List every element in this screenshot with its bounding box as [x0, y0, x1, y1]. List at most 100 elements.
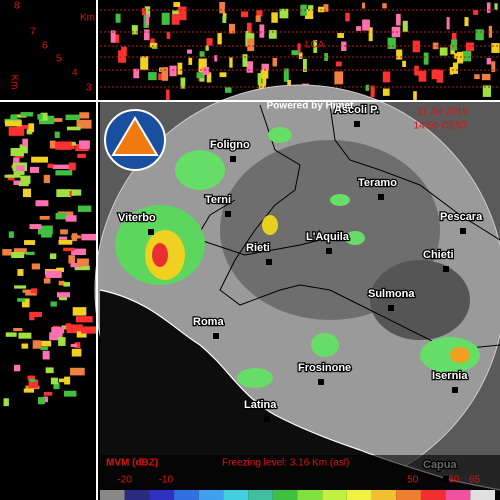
echo: [370, 85, 375, 98]
echo: [337, 33, 345, 38]
echo: [31, 311, 42, 318]
echo: [58, 337, 66, 346]
echo: [454, 53, 458, 59]
colorbar-swatch: [248, 490, 273, 500]
echo: [287, 79, 291, 89]
echo: [474, 74, 480, 80]
date: 11 Jul 2015: [417, 107, 468, 118]
echo: [161, 12, 170, 25]
storm: [330, 194, 350, 206]
echo: [148, 72, 157, 81]
echo: [65, 215, 77, 222]
echo: [76, 258, 89, 267]
city-marker: [388, 305, 394, 311]
echo: [71, 189, 82, 196]
colorbar-swatch: [174, 490, 199, 500]
echo: [219, 2, 225, 14]
echo: [391, 26, 401, 38]
echo: [81, 326, 97, 334]
echo: [65, 114, 80, 121]
km-label: Km: [80, 13, 95, 24]
echo: [14, 285, 27, 289]
lca-label: LCA: [305, 40, 325, 51]
colorbar-swatch: [445, 490, 471, 500]
echo: [324, 53, 328, 61]
city-marker: [452, 387, 458, 393]
city-marker: [443, 266, 449, 272]
colorbar-tick: 65: [469, 475, 481, 486]
echo: [261, 63, 269, 71]
city-label: Pescara: [440, 211, 483, 223]
echo: [63, 390, 77, 397]
echo: [240, 11, 249, 18]
echo: [323, 4, 329, 12]
echo: [356, 26, 362, 31]
echo: [53, 382, 60, 390]
echo: [30, 166, 39, 173]
echo: [55, 170, 73, 176]
echo: [341, 41, 347, 51]
echo: [81, 233, 98, 241]
echo: [166, 31, 171, 39]
echo: [402, 60, 406, 67]
echo: [382, 3, 387, 9]
echo: [68, 162, 76, 171]
echo: [8, 231, 14, 238]
echo: [75, 316, 93, 323]
echo: [24, 240, 36, 245]
echo: [22, 138, 29, 147]
echo: [171, 14, 180, 25]
echo: [247, 38, 255, 52]
echo: [188, 57, 193, 65]
echo: [222, 16, 227, 24]
echo: [187, 49, 192, 54]
echo: [3, 398, 9, 407]
echo: [40, 112, 48, 121]
echo: [47, 163, 54, 168]
echo: [42, 350, 50, 360]
echo: [70, 263, 82, 268]
echo: [110, 30, 116, 43]
echo: [29, 224, 42, 230]
echo: [11, 252, 25, 259]
echo: [414, 65, 419, 76]
storm: [311, 333, 339, 357]
echo: [491, 61, 496, 73]
echo: [494, 3, 498, 10]
city-label: Sulmona: [368, 288, 415, 300]
city-label: Foligno: [210, 139, 250, 151]
echo: [43, 391, 53, 396]
echo: [131, 25, 138, 35]
echo: [180, 77, 186, 89]
echo: [71, 248, 86, 256]
city-marker: [378, 194, 384, 200]
echo: [402, 20, 408, 32]
echo: [473, 10, 479, 15]
city-label: Viterbo: [118, 212, 156, 224]
echo: [432, 42, 439, 50]
city-label: Ascoli P.: [334, 104, 379, 116]
echo: [291, 50, 299, 56]
echo: [229, 57, 233, 68]
height-label: 5: [56, 54, 62, 65]
echo: [146, 14, 150, 26]
city-label: Terni: [205, 194, 231, 206]
echo: [40, 346, 48, 351]
city-label: Isernia: [432, 370, 468, 382]
echo: [45, 270, 62, 278]
echo: [387, 37, 396, 49]
echo: [272, 58, 278, 67]
echo: [60, 229, 68, 235]
storm: [345, 231, 365, 245]
echo: [18, 181, 29, 187]
echo: [13, 364, 21, 372]
echo: [206, 72, 212, 83]
echo: [413, 91, 417, 100]
echo: [257, 73, 262, 86]
echo: [18, 332, 32, 339]
echo: [308, 5, 314, 12]
echo: [41, 340, 52, 347]
echo: [488, 25, 493, 38]
echo: [161, 67, 169, 81]
echo: [169, 65, 177, 77]
